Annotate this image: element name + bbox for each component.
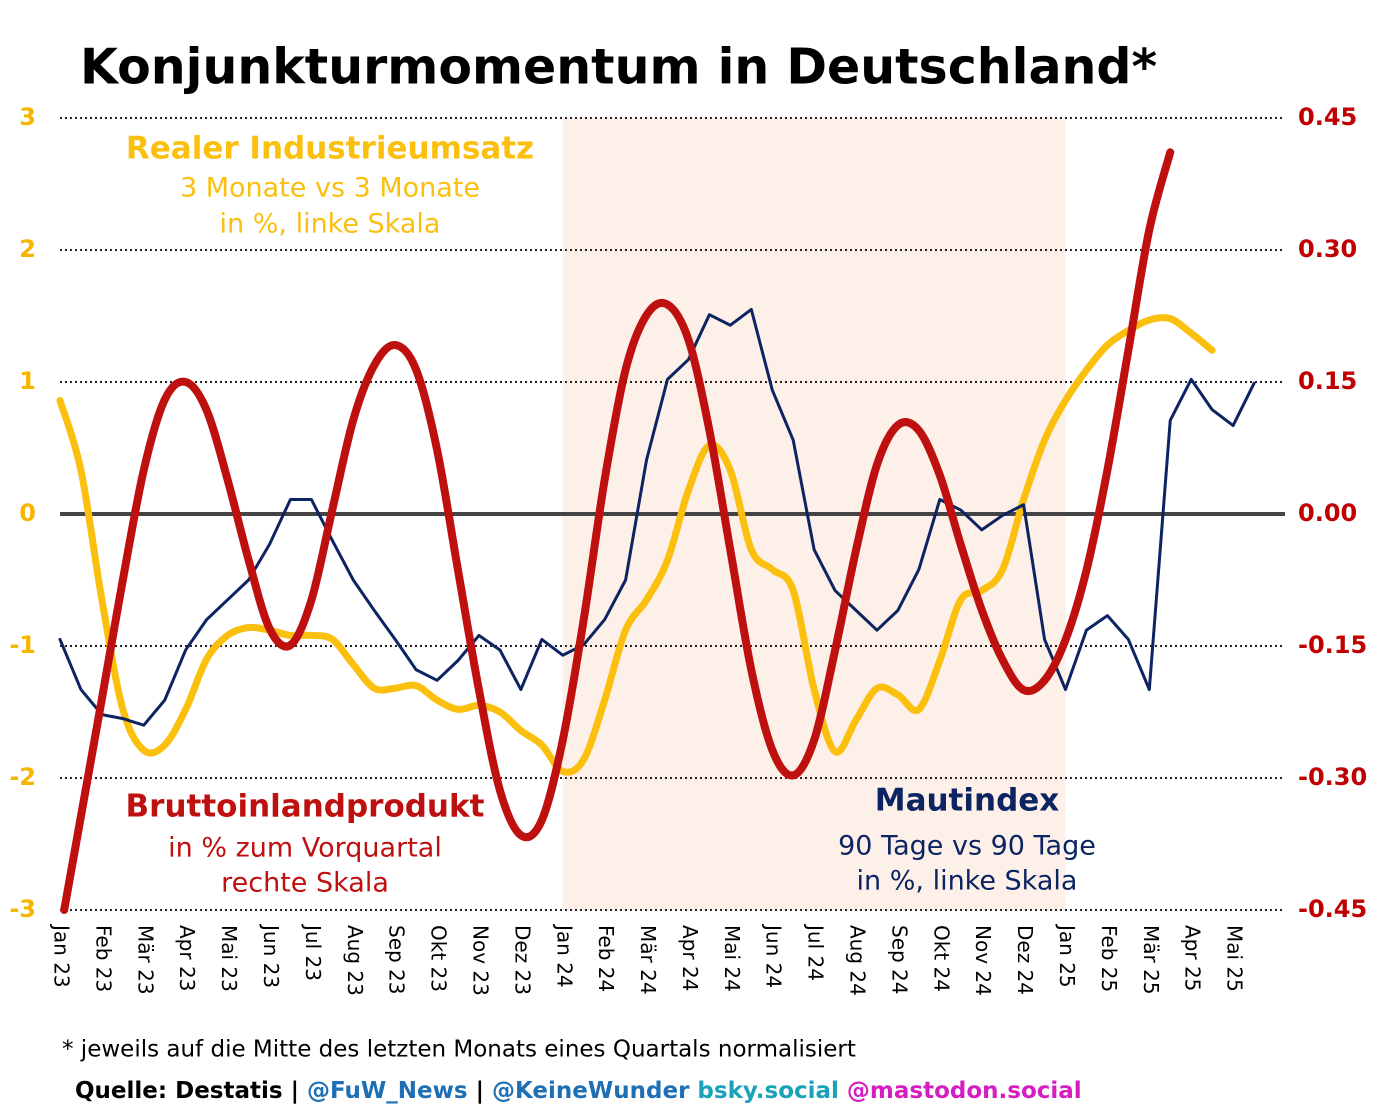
x-tick-label: Nov 23 bbox=[468, 925, 492, 996]
x-tick-label: Feb 25 bbox=[1097, 925, 1121, 992]
footnote: * jeweils auf die Mitte des letzten Mona… bbox=[62, 1037, 856, 1063]
x-tick-label: Aug 24 bbox=[846, 925, 870, 996]
y2-tick-label: -0.45 bbox=[1298, 895, 1367, 923]
x-tick-label: Jan 23 bbox=[50, 923, 74, 988]
series-line bbox=[56, 314, 1216, 776]
x-tick-label: Mai 23 bbox=[217, 925, 241, 992]
annotation: in %, linke Skala bbox=[220, 209, 441, 240]
chart-title: Konjunkturmomentum in Deutschland* bbox=[80, 39, 1157, 96]
y-tick-label: -3 bbox=[9, 895, 36, 923]
x-tick-label: Mai 24 bbox=[720, 925, 744, 992]
annotation: in % zum Vorquartal bbox=[168, 833, 442, 864]
x-tick-label: Jul 24 bbox=[804, 923, 828, 981]
x-tick-label: Jul 23 bbox=[301, 923, 325, 981]
y2-tick-label: -0.30 bbox=[1298, 763, 1367, 791]
y-tick-label: -2 bbox=[9, 763, 36, 791]
annotation: Mautindex bbox=[875, 783, 1060, 819]
source: Quelle: Destatis | @FuW_News | @KeineWun… bbox=[75, 1078, 1082, 1104]
x-tick-label: Mai 25 bbox=[1223, 925, 1247, 992]
series-line bbox=[60, 148, 1175, 914]
annotation: in %, linke Skala bbox=[857, 866, 1078, 897]
x-tick-label: Jun 23 bbox=[259, 923, 283, 988]
x-tick-label: Nov 24 bbox=[971, 925, 995, 996]
x-tick-label: Jan 24 bbox=[552, 923, 576, 988]
x-tick-label: Okt 24 bbox=[929, 925, 953, 992]
x-tick-label: Apr 24 bbox=[678, 925, 702, 991]
x-tick-label: Jan 25 bbox=[1055, 923, 1079, 988]
annotation: rechte Skala bbox=[221, 868, 389, 899]
y-tick-label: 1 bbox=[19, 367, 36, 395]
annotation: Bruttoinlandprodukt bbox=[126, 789, 485, 825]
x-tick-label: Jun 24 bbox=[762, 923, 786, 988]
x-tick-label: Sep 24 bbox=[887, 925, 911, 995]
y-tick-label: 0 bbox=[19, 499, 36, 527]
source-part: bsky.social bbox=[689, 1078, 839, 1104]
x-tick-label: Mär 23 bbox=[133, 925, 157, 995]
y2-tick-label: 0.45 bbox=[1298, 103, 1357, 131]
x-tick-label: Apr 23 bbox=[175, 925, 199, 991]
y2-tick-label: 0.30 bbox=[1298, 235, 1357, 263]
x-tick-label: Sep 23 bbox=[385, 925, 409, 995]
source-part: @mastodon.social bbox=[839, 1078, 1082, 1104]
x-tick-label: Aug 23 bbox=[343, 925, 367, 996]
x-tick-label: Feb 24 bbox=[594, 925, 618, 992]
x-tick-label: Okt 23 bbox=[427, 925, 451, 992]
x-tick-label: Dez 24 bbox=[1013, 925, 1037, 995]
annotation: 90 Tage vs 90 Tage bbox=[838, 831, 1096, 862]
x-tick-label: Mär 25 bbox=[1139, 925, 1163, 995]
annotation: 3 Monate vs 3 Monate bbox=[180, 173, 480, 204]
y2-tick-label: 0.00 bbox=[1298, 499, 1357, 527]
x-tick-label: Mär 24 bbox=[636, 925, 660, 995]
y2-tick-label: -0.15 bbox=[1298, 631, 1367, 659]
x-tick-label: Dez 23 bbox=[510, 925, 534, 995]
x-tick-label: Feb 23 bbox=[91, 925, 115, 992]
source-part: Quelle: Destatis | bbox=[75, 1078, 307, 1104]
source-part: | bbox=[468, 1078, 492, 1104]
y-tick-label: 2 bbox=[19, 235, 36, 263]
source-part: @KeineWunder bbox=[492, 1078, 690, 1104]
y-tick-label: -1 bbox=[9, 631, 36, 659]
source-part: @FuW_News bbox=[307, 1078, 468, 1104]
y-tick-label: 3 bbox=[19, 103, 36, 131]
annotation: Realer Industrieumsatz bbox=[126, 131, 534, 167]
y2-tick-label: 0.15 bbox=[1298, 367, 1357, 395]
x-tick-label: Apr 25 bbox=[1181, 925, 1205, 991]
